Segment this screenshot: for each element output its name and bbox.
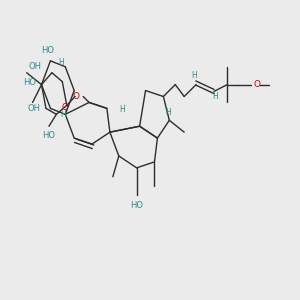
Text: H: H [60,110,66,119]
Text: H: H [58,58,64,68]
Text: H: H [212,92,218,101]
Text: O: O [72,92,79,101]
Text: HO: HO [41,46,54,55]
Text: OH: OH [28,62,41,71]
Text: O: O [254,80,260,89]
Text: HO: HO [42,131,55,140]
Text: O: O [61,103,68,112]
Text: HO: HO [23,78,37,87]
Text: HO: HO [130,200,143,209]
Text: OH: OH [27,104,40,113]
Text: H: H [119,105,124,114]
Text: H: H [165,108,171,117]
Text: H: H [191,71,197,80]
